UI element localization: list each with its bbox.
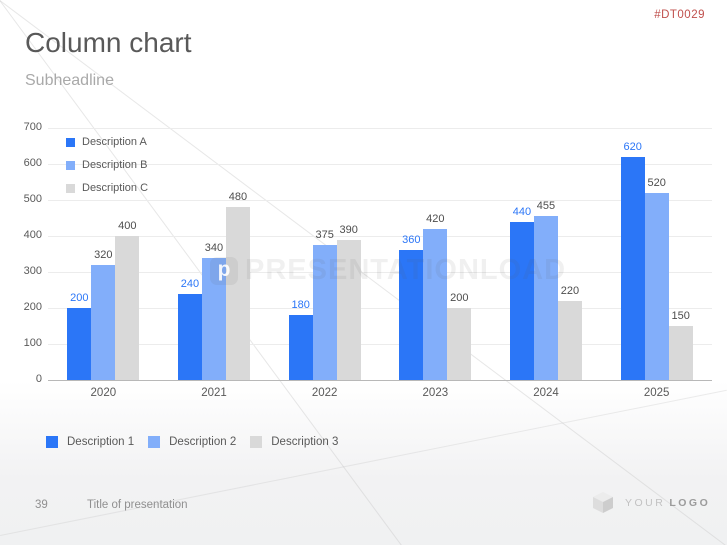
template-code: #DT0029 [654,9,705,21]
chart-legend: Description A Description B Description C [66,136,148,205]
bar-s3-2023: 200 [447,292,472,380]
page-number: 39 [35,499,48,511]
y-axis-tick-label: 200 [23,301,42,313]
bar-group-2020: 200 320 400 [48,128,159,380]
bar-s3-2025: 150 [668,310,693,380]
legend-label: Description 3 [271,436,339,448]
your-logo: YOUR LOGO [593,492,710,514]
bar-value-label: 200 [450,292,469,304]
bar-value-label: 375 [315,229,334,241]
bar-value-label: 390 [339,223,358,236]
legend-label: Description B [82,159,148,171]
bar-s2-2021: 340 [201,242,226,380]
legend-swatch-icon [66,160,75,170]
cube-logo-icon [593,492,613,513]
bar-s1-2025: 620 [620,141,645,380]
bottom-legend-item: Description 1 [46,436,134,448]
gridline [48,200,712,201]
gridline [48,164,712,165]
x-axis-label: 2023 [422,387,449,399]
legend-swatch-icon [148,436,161,448]
y-axis-tick-label: 0 [35,373,42,385]
bottom-legend-item: Description 3 [250,436,338,448]
bar-value-label: 180 [291,299,310,312]
bar-value-label: 480 [228,191,248,204]
y-axis-tick-label: 500 [23,193,42,205]
bar-s3-2022: 390 [336,224,361,380]
bar-value-label: 340 [204,241,224,254]
footer-title: Title of presentation [87,499,188,511]
bar-value-label: 150 [671,310,690,322]
bar-value-label: 240 [180,277,200,290]
bar-s1-2023: 360 [399,234,424,380]
legend-label: Description C [82,182,149,194]
legend-item: Description C [66,182,148,194]
bar-value-label: 220 [560,284,580,297]
logo-text-your: YOUR [625,497,666,509]
bar-s1-2020: 200 [67,292,92,380]
y-axis-tick-label: 600 [23,157,42,169]
y-axis-tick-label: 400 [23,229,42,241]
bar-s2-2025: 520 [644,177,669,380]
x-axis-label: 2024 [533,387,559,399]
bar-group-2022: 180 375 390 [269,128,380,380]
subheadline: Subheadline [25,72,114,89]
legend-label: Description 1 [67,436,135,448]
bottom-legend: Description 1 Description 2 Description 3 [46,436,338,448]
bar-value-label: 420 [426,212,445,225]
bar-value-label: 620 [623,140,642,153]
x-axis-line [48,380,712,381]
bar-group-2025: 620 520 150 [601,128,712,380]
bottom-legend-item: Description 2 [148,436,236,448]
x-axis-label: 2020 [90,387,117,399]
legend-swatch-icon [66,137,75,147]
legend-swatch-icon [46,436,58,448]
bar-s2-2022: 375 [312,229,337,380]
legend-label: Description A [82,136,147,148]
bar-value-label: 200 [70,292,89,304]
page-title: Column chart [25,27,192,58]
bar-value-label: 400 [118,220,137,232]
legend-item: Description A [66,136,148,148]
x-axis-label: 2022 [311,387,338,399]
bar-value-label: 520 [647,176,666,189]
gridline [48,236,712,237]
x-axis-label: 2021 [201,387,227,399]
bar-value-label: 440 [512,205,532,218]
gridline [48,308,712,309]
bar-s1-2024: 440 [509,206,534,380]
bar-s3-2020: 400 [115,220,140,380]
bar-group-2021: 240 340 480 [159,128,270,380]
y-axis-tick-label: 100 [23,337,42,349]
bar-s1-2021: 240 [177,278,202,380]
legend-swatch-icon [250,436,263,448]
gridline [48,344,712,345]
y-axis-tick-label: 700 [23,121,42,133]
bar-s2-2024: 455 [533,200,558,380]
bar-value-label: 320 [94,248,113,261]
gridline [48,272,712,273]
bar-s3-2024: 220 [557,285,582,380]
bar-s3-2021: 480 [225,191,250,380]
bar-value-label: 360 [402,234,421,247]
legend-swatch-icon [66,183,75,193]
bar-value-label: 455 [536,200,556,213]
bar-s2-2023: 420 [423,213,448,380]
y-axis-tick-label: 300 [23,265,42,277]
bar-group-2023: 360 420 200 [380,128,491,380]
logo-text-logo: LOGO [669,497,711,509]
bar-s2-2020: 320 [91,249,116,380]
x-axis-label: 2025 [643,387,670,399]
legend-item: Description B [66,159,148,171]
bar-s1-2022: 180 [288,299,313,380]
gridline [48,128,712,129]
bar-group-2024: 440 455 220 [491,128,602,380]
legend-label: Description 2 [169,436,237,448]
